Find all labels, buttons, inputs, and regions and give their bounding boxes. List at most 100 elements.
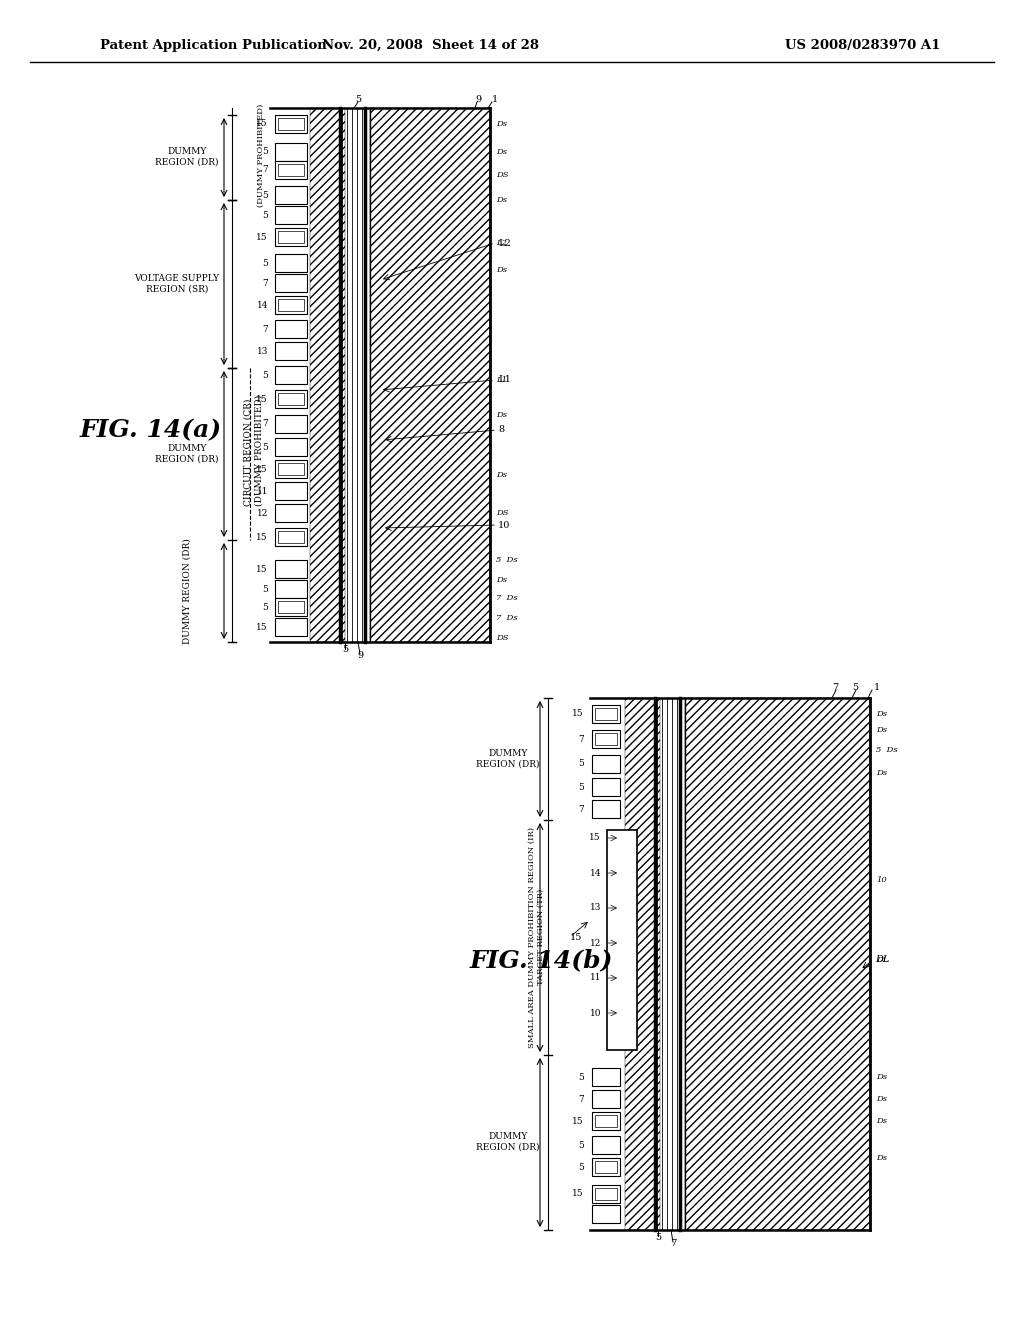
Text: DUMMY REGION (DR): DUMMY REGION (DR) [182, 539, 191, 644]
Bar [275, 366, 307, 384]
Bar [595, 733, 617, 744]
Text: 5: 5 [579, 759, 584, 768]
Bar [278, 601, 304, 612]
Bar [592, 777, 620, 796]
Text: CIRCUIT REGION (CR)
(DUMMY PROHIBITED): CIRCUIT REGION (CR) (DUMMY PROHIBITED) [244, 395, 263, 506]
Text: Ds: Ds [876, 710, 887, 718]
Text: Ds: Ds [496, 267, 507, 275]
Text: 5: 5 [262, 210, 268, 219]
Text: Ds: Ds [496, 576, 507, 583]
Bar [275, 206, 307, 224]
Text: 12: 12 [590, 939, 601, 948]
Text: 9: 9 [475, 95, 481, 104]
Text: L1: L1 [498, 375, 511, 384]
Text: L1: L1 [496, 376, 507, 384]
Bar [278, 393, 304, 405]
Text: Ds: Ds [496, 471, 507, 479]
Text: DUMMY
REGION (DR): DUMMY REGION (DR) [156, 148, 219, 166]
Text: 15: 15 [256, 623, 268, 631]
Text: 5: 5 [262, 371, 268, 380]
Text: 15: 15 [590, 833, 601, 842]
Bar [275, 482, 307, 500]
Text: Ds: Ds [496, 120, 507, 128]
Bar [278, 300, 304, 312]
Bar [607, 830, 637, 1049]
Text: DL: DL [874, 956, 890, 965]
Text: 5: 5 [655, 1233, 662, 1242]
Text: VOLTAGE SUPPLY
REGION (SR): VOLTAGE SUPPLY REGION (SR) [134, 275, 219, 294]
Text: 7  Ds: 7 Ds [496, 614, 517, 622]
Text: 12: 12 [257, 508, 268, 517]
Bar [275, 115, 307, 133]
Text: US 2008/0283970 A1: US 2008/0283970 A1 [784, 38, 940, 51]
Text: 7: 7 [670, 1239, 676, 1249]
Text: 5: 5 [579, 1140, 584, 1150]
Text: Ds: Ds [496, 195, 507, 205]
Text: 7: 7 [579, 804, 584, 813]
Bar [595, 708, 617, 719]
Text: 15: 15 [256, 465, 268, 474]
Text: 14: 14 [590, 869, 601, 878]
Text: 11: 11 [590, 974, 601, 982]
Text: Ds: Ds [876, 1073, 887, 1081]
Bar [592, 800, 620, 818]
Bar [275, 389, 307, 408]
Bar [275, 579, 307, 598]
Bar [278, 531, 304, 543]
Text: Nov. 20, 2008  Sheet 14 of 28: Nov. 20, 2008 Sheet 14 of 28 [322, 38, 539, 51]
Text: (DUMMY PROHIBITED): (DUMMY PROHIBITED) [257, 103, 265, 207]
Text: 1: 1 [874, 684, 881, 693]
Bar [310, 108, 345, 642]
Bar [592, 1185, 620, 1203]
Text: DL: DL [876, 956, 889, 964]
Text: 5: 5 [262, 148, 268, 157]
Bar [275, 414, 307, 433]
Text: DS: DS [496, 510, 509, 517]
Text: Ds: Ds [876, 1154, 887, 1162]
Text: 5: 5 [262, 190, 268, 199]
Text: Ds: Ds [496, 411, 507, 418]
Bar [592, 1158, 620, 1176]
Text: DUMMY
REGION (DR): DUMMY REGION (DR) [156, 445, 219, 463]
Bar [275, 161, 307, 180]
Bar [275, 143, 307, 161]
Bar [592, 1090, 620, 1107]
Text: DS: DS [496, 172, 509, 180]
Text: 5: 5 [262, 442, 268, 451]
Text: 5: 5 [355, 95, 361, 104]
Text: Patent Application Publication: Patent Application Publication [100, 38, 327, 51]
Text: 15: 15 [572, 710, 584, 718]
Text: 15: 15 [256, 395, 268, 404]
Bar [278, 463, 304, 475]
Bar [275, 618, 307, 636]
Text: L2: L2 [496, 239, 507, 247]
Text: 5: 5 [579, 783, 584, 792]
Text: 5: 5 [579, 1163, 584, 1172]
Text: 15: 15 [256, 120, 268, 128]
Bar [275, 253, 307, 272]
Text: 5  Ds: 5 Ds [496, 556, 517, 564]
Text: 10: 10 [590, 1008, 601, 1018]
Text: DUMMY
REGION (DR): DUMMY REGION (DR) [476, 750, 540, 768]
Bar [595, 1162, 617, 1173]
Bar [275, 296, 307, 314]
Text: 7: 7 [262, 325, 268, 334]
Text: 8: 8 [498, 425, 504, 434]
Text: DS: DS [496, 634, 509, 642]
Text: 10: 10 [876, 876, 887, 884]
Text: 5: 5 [852, 684, 858, 693]
Text: DUMMY
REGION (DR): DUMMY REGION (DR) [476, 1133, 540, 1151]
Text: 15: 15 [256, 532, 268, 541]
Bar [275, 598, 307, 616]
Bar [625, 698, 660, 1230]
Text: 13: 13 [257, 346, 268, 355]
Text: 7: 7 [262, 165, 268, 174]
Text: 5  Ds: 5 Ds [876, 746, 898, 754]
Text: FIG. 14(b): FIG. 14(b) [470, 948, 613, 972]
Text: Ds: Ds [876, 1117, 887, 1125]
Bar [592, 755, 620, 774]
Text: 15: 15 [572, 1117, 584, 1126]
Bar [275, 459, 307, 478]
Bar [275, 275, 307, 292]
Bar [278, 231, 304, 243]
